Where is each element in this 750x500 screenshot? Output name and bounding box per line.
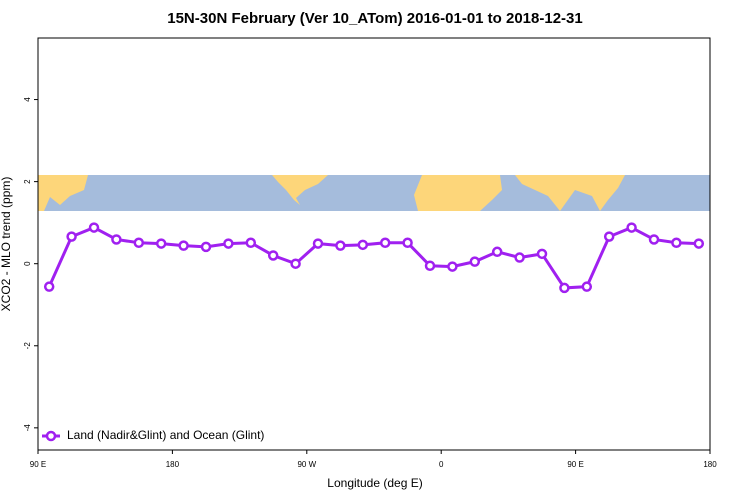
x-axis-label: Longitude (deg E) <box>327 476 422 490</box>
y-tick-label: 4 <box>23 97 32 102</box>
x-tick-label: 90 E <box>30 460 46 469</box>
land <box>38 175 88 211</box>
legend-label: Land (Nadir&Glint) and Ocean (Glint) <box>67 428 264 442</box>
data-point <box>312 238 324 249</box>
data-point <box>111 234 122 245</box>
data-point <box>88 222 100 233</box>
legend-marker <box>45 430 57 442</box>
data-point <box>178 240 189 251</box>
data-point <box>133 237 145 249</box>
y-tick-label: -2 <box>23 342 32 350</box>
data-point <box>536 248 548 260</box>
plot-frame <box>37 37 711 451</box>
x-tick-label: 90 W <box>297 460 316 469</box>
y-axis-label: XCO2 - MLO trend (ppm) <box>0 177 13 312</box>
data-point <box>379 237 391 249</box>
data-point <box>447 261 458 272</box>
land <box>414 175 502 211</box>
data-point <box>491 246 503 258</box>
land <box>515 175 625 211</box>
land <box>272 175 328 205</box>
data-point <box>223 238 234 249</box>
y-tick-label: 0 <box>23 261 32 266</box>
x-tick-label: 90 E <box>567 460 583 469</box>
data-point <box>559 282 570 294</box>
y-tick-label: 2 <box>23 179 32 184</box>
x-tick-label: 0 <box>439 460 444 469</box>
data-point <box>671 237 682 249</box>
data-point <box>357 239 369 251</box>
data-point <box>335 240 346 251</box>
chart-title: 15N-30N February (Ver 10_ATom) 2016-01-0… <box>167 10 582 27</box>
data-point <box>693 238 705 249</box>
data-point <box>155 238 167 249</box>
data-point <box>581 281 593 292</box>
data-point <box>245 237 257 249</box>
y-tick-label: -4 <box>23 424 32 432</box>
data-point <box>200 241 212 253</box>
data-point <box>290 258 301 269</box>
map-band <box>38 175 710 211</box>
series-line <box>47 225 699 290</box>
data-point <box>514 252 525 263</box>
data-point <box>603 231 615 242</box>
data-point <box>469 256 481 267</box>
x-tick-label: 180 <box>703 460 717 469</box>
x-tick-label: 180 <box>166 460 180 469</box>
data-point <box>402 237 413 249</box>
data-point <box>267 250 279 261</box>
data-point <box>648 234 660 245</box>
data-point <box>424 260 436 271</box>
data-point <box>66 231 77 242</box>
data-point <box>626 222 637 233</box>
data-point <box>43 281 55 292</box>
